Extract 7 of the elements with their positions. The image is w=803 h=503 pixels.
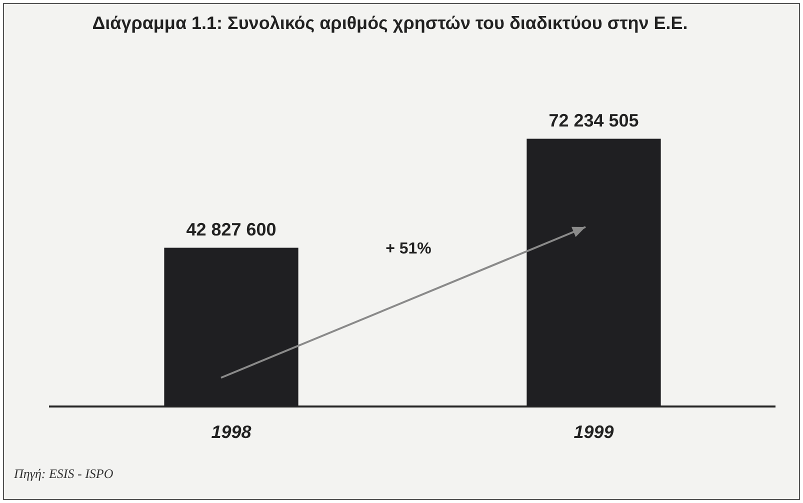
annotation: + 51% [386,240,432,258]
x-tick-label: 1999 [574,422,614,442]
data-label: 72 234 505 [548,110,639,131]
text: Πηγή: ESIS - ISPO [14,466,114,482]
chart-title: Διάγραμμα 1.1: Συνολικός αριθμός χρηστών του διαδικτύου στην Ε.Ε. [91,12,689,34]
x-tick-label: 1998 [211,422,252,442]
data-label: 42 827 600 [186,220,276,240]
